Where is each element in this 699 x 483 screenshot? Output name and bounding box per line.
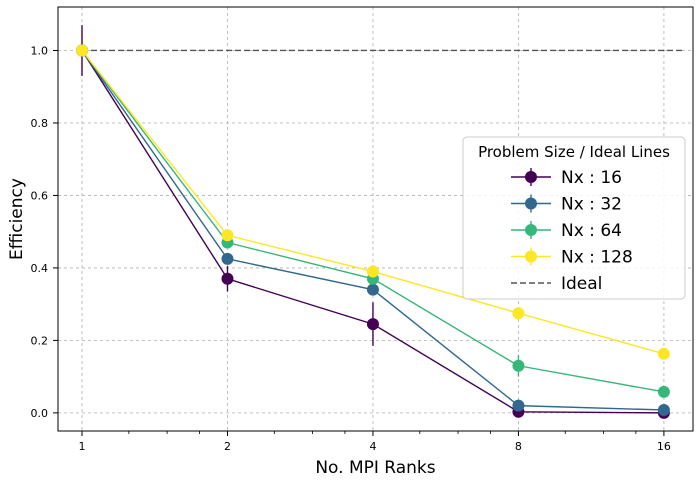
legend-label: Nx : 128 xyxy=(561,248,633,268)
legend-swatch-marker xyxy=(525,197,537,210)
legend-label: Nx : 64 xyxy=(561,221,622,241)
legend-label: Nx : 16 xyxy=(561,168,622,188)
x-tick-label: 2 xyxy=(224,440,231,453)
data-point xyxy=(512,359,525,372)
data-point xyxy=(221,229,234,242)
legend-swatch-marker xyxy=(525,224,537,236)
data-point xyxy=(366,265,379,278)
y-tick-label: 0.2 xyxy=(31,334,49,347)
y-tick-label: 0.0 xyxy=(31,407,49,420)
x-axis-ticks: 1 2 4 8 16 xyxy=(79,431,671,453)
y-tick-label: 0.4 xyxy=(31,262,49,275)
legend-swatch-marker xyxy=(525,250,537,263)
y-tick-label: 1.0 xyxy=(31,44,49,57)
y-tick-label: 0.8 xyxy=(31,117,49,130)
x-tick-label: 16 xyxy=(657,440,671,453)
legend-item: Nx : 64 xyxy=(511,221,622,241)
legend-label: Nx : 32 xyxy=(561,195,622,215)
data-point xyxy=(221,252,234,265)
legend-label: Ideal xyxy=(561,274,602,294)
legend-item: Ideal xyxy=(511,274,602,294)
data-point xyxy=(657,403,670,416)
legend-title: Problem Size / Ideal Lines xyxy=(478,143,670,161)
legend-item: Nx : 32 xyxy=(511,194,622,215)
legend: Problem Size / Ideal Lines Nx : 16 Nx : 3… xyxy=(462,136,686,300)
legend-swatch-marker xyxy=(525,171,537,183)
series-nx-128 xyxy=(76,44,670,360)
plot-frame xyxy=(57,6,694,432)
x-tick-label: 1 xyxy=(79,440,86,453)
data-point xyxy=(76,44,89,57)
legend-items: Nx : 16 Nx : 32 Nx : 64 Nx : 128 Ideal xyxy=(511,168,633,294)
data-point xyxy=(221,272,234,285)
data-point xyxy=(366,283,379,296)
x-tick-label: 8 xyxy=(515,440,522,453)
legend-item: Nx : 128 xyxy=(511,247,633,268)
legend-item: Nx : 16 xyxy=(511,168,622,188)
data-point xyxy=(657,347,670,360)
data-point xyxy=(512,307,525,320)
series-layer xyxy=(76,25,670,419)
data-point xyxy=(512,399,525,412)
x-axis-title: No. MPI Ranks xyxy=(315,458,435,478)
data-point xyxy=(657,385,670,398)
y-axis-ticks: 0.0 0.2 0.4 0.6 0.8 1.0 xyxy=(31,44,58,420)
y-axis-title: Efficiency xyxy=(7,178,27,260)
x-tick-label: 4 xyxy=(369,440,376,453)
y-tick-label: 0.6 xyxy=(31,189,49,202)
data-point xyxy=(366,318,379,331)
